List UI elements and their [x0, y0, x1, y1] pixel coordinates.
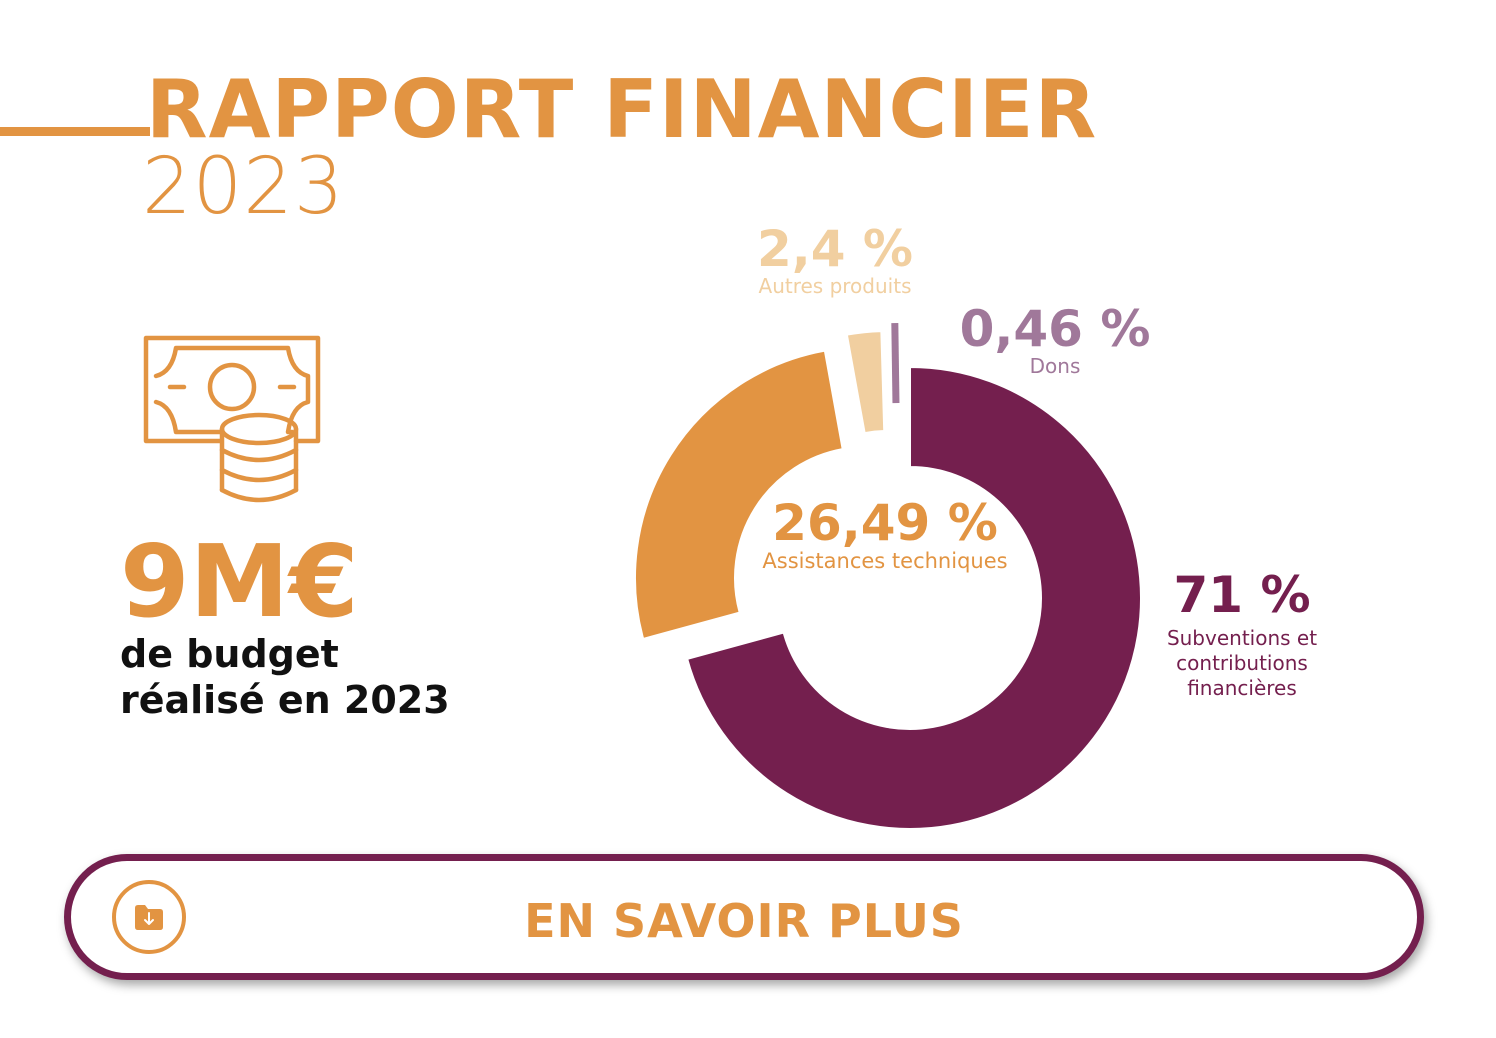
slice-subventions: [685, 365, 1142, 830]
label-assistances: 26,49 % Assistances techniques: [740, 498, 1030, 574]
category-label-subventions: Subventions et contributions financières: [1166, 626, 1318, 700]
folder-download-icon: [112, 880, 186, 954]
budget-caption: de budget réalisé en 2023: [120, 632, 450, 723]
money-bill-coins-icon: [143, 335, 321, 503]
page-title: RAPPORT FINANCIER: [146, 63, 1098, 156]
budget-caption-line2: réalisé en 2023: [120, 677, 450, 722]
slice-dons: [891, 322, 900, 404]
label-autres-produits: 2,4 % Autres produits: [730, 224, 940, 299]
budget-value: 9M€: [120, 523, 359, 640]
slice-autres-produits: [845, 330, 886, 435]
value-label-subventions: 71 %: [1173, 566, 1311, 624]
report-year: 2023: [142, 142, 345, 232]
label-subventions: 71 % Subventions et contributions financ…: [1130, 570, 1354, 701]
budget-caption-line1: de budget: [120, 632, 339, 676]
value-label-autres-produits: 2,4 %: [756, 220, 914, 278]
learn-more-button[interactable]: EN SAVOIR PLUS: [64, 854, 1424, 980]
label-dons: 0,46 % Dons: [940, 304, 1170, 379]
value-label-dons: 0,46 %: [959, 300, 1151, 358]
header-accent-line: [0, 127, 150, 136]
category-label-assistances: Assistances techniques: [762, 549, 1008, 573]
value-label-assistances: 26,49 %: [772, 494, 998, 552]
category-label-dons: Dons: [1029, 354, 1081, 378]
category-label-autres-produits: Autres produits: [758, 274, 912, 298]
learn-more-label: EN SAVOIR PLUS: [524, 894, 964, 948]
